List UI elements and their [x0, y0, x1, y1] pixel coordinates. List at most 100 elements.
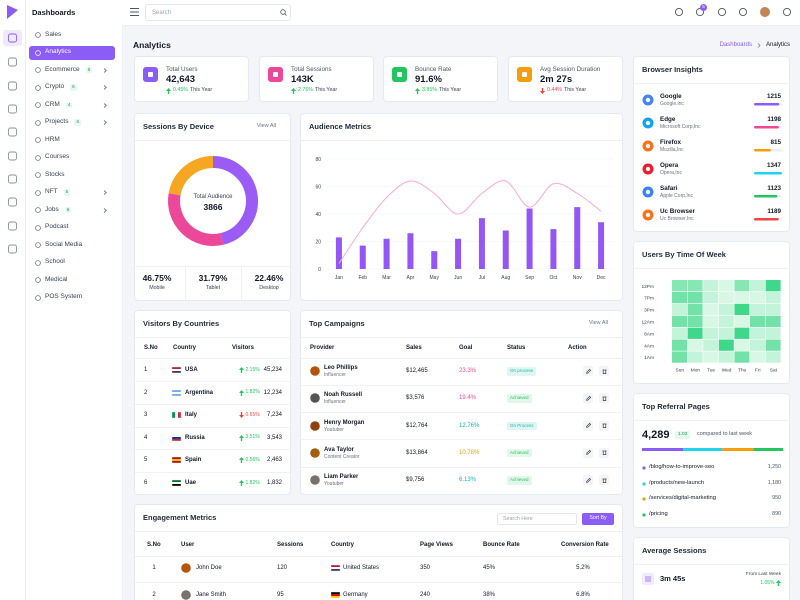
divider: [634, 420, 789, 421]
delete-button[interactable]: [599, 393, 609, 404]
nav-item[interactable]: School: [29, 256, 115, 270]
search-box[interactable]: Search: [145, 4, 291, 21]
nav-item[interactable]: POS System: [29, 291, 115, 305]
flag-border: [171, 457, 182, 464]
search-icon-handle: [284, 13, 287, 16]
nav-item[interactable]: NFT 5: [29, 186, 115, 200]
browser-icon: [642, 209, 654, 221]
column-label: Sun: [676, 367, 685, 373]
flag-border: [330, 564, 341, 572]
nav-icon-shape: [35, 84, 41, 91]
legend-divider: [241, 266, 242, 300]
row-number: 4: [144, 434, 148, 441]
heat-cell: [750, 291, 765, 304]
nav-label: School: [45, 258, 65, 266]
edit-button[interactable]: [583, 475, 593, 486]
browser-name: Firefox: [660, 139, 681, 146]
browser-bar: [754, 218, 782, 221]
nav-item[interactable]: Sales: [29, 28, 115, 42]
stat-change: 0.44%: [547, 87, 563, 94]
provider-name: Ava Taylor: [324, 446, 355, 453]
edit-button[interactable]: [583, 420, 593, 431]
trend-arrow: [239, 412, 244, 419]
nav-icon: [35, 137, 41, 143]
browser-icon: [642, 117, 654, 129]
nav-item[interactable]: Stocks: [29, 168, 115, 182]
sort-button[interactable]: Sort By: [582, 513, 614, 525]
stat-icon: [268, 67, 283, 82]
flag-stripe: [172, 389, 181, 392]
nav-icon: [35, 224, 41, 231]
column-label: Tue: [707, 367, 715, 373]
country: United States: [343, 565, 380, 571]
column-label: Sat: [770, 367, 778, 373]
trend-arrow: [415, 88, 420, 94]
action-icon-path: [602, 451, 606, 456]
bar: [335, 237, 342, 269]
nav-icon-shape: [35, 207, 41, 213]
browser-name: Edge: [660, 116, 676, 123]
delete-button[interactable]: [599, 475, 609, 486]
flag-stripe: [172, 438, 181, 441]
nav-item[interactable]: Social Media: [29, 238, 115, 252]
donut-center-label: Total Audience: [193, 194, 233, 200]
nav-item[interactable]: Medical: [29, 273, 115, 287]
bar: [598, 222, 605, 269]
nav-item[interactable]: Projects 6: [29, 116, 115, 130]
action-icon: [602, 369, 606, 374]
avatar-shape: [181, 563, 191, 573]
chevron: [103, 207, 107, 213]
nav-label: NFT: [45, 188, 58, 196]
action-icon-path: [585, 450, 591, 456]
row-divider: [135, 403, 290, 405]
stat-period: This Year: [564, 87, 587, 94]
flag-stripe: [172, 461, 181, 464]
bar: [359, 245, 366, 269]
referral-value: 1,250: [767, 464, 781, 470]
rail-icon: [8, 244, 17, 254]
flag-stripe: [172, 482, 181, 484]
nav-item[interactable]: Analytics: [29, 45, 115, 60]
nav-item[interactable]: CRM 4: [29, 98, 115, 112]
row-label: 7Pm: [644, 296, 654, 302]
row-number: 2: [152, 591, 156, 598]
action-icon-path: [585, 395, 591, 401]
avg-change-value: 1.05%: [760, 579, 775, 586]
stat-change-row: 3.85% This Year: [415, 88, 461, 94]
edit-button[interactable]: [583, 447, 593, 458]
header-icon: [674, 7, 684, 17]
x-tick-label: Nov: [573, 275, 582, 281]
column-label: Fri: [755, 367, 761, 373]
nav-item[interactable]: Podcast: [29, 221, 115, 235]
avatar: [181, 563, 191, 573]
browser-company: Uc Browser,Inc: [660, 216, 694, 222]
visitor-count: 45,234: [263, 367, 282, 373]
nav-item[interactable]: Jobs 6: [29, 203, 115, 217]
row-divider: [301, 384, 622, 386]
row-divider: [135, 381, 290, 383]
delete-button[interactable]: [599, 447, 609, 458]
divider: [634, 83, 789, 84]
search-input[interactable]: Search Here: [497, 513, 577, 525]
nav-icon: [35, 207, 41, 213]
breadcrumb-link[interactable]: Dashboards: [719, 42, 752, 48]
nav-item[interactable]: HRM: [29, 133, 115, 147]
nav-label: Jobs: [45, 205, 59, 213]
rail-icon: [8, 174, 17, 184]
delete-button[interactable]: [599, 420, 609, 431]
nav-item[interactable]: Crypto 6: [29, 81, 115, 95]
x-tick-label: Jun: [454, 275, 462, 281]
heat-cell: [672, 339, 687, 351]
legend-dot-shape: [642, 497, 646, 501]
status-badge: Achieved: [507, 448, 532, 458]
referral-value: 950: [772, 495, 781, 502]
nav-item[interactable]: Courses: [29, 151, 115, 165]
edit-button[interactable]: [583, 393, 593, 404]
status-badge: On Process: [507, 421, 537, 431]
campaigns-card: Top Campaigns View All Provider Sales Goal St…: [300, 310, 623, 495]
edit-button[interactable]: [583, 366, 593, 376]
sales: $12,465: [406, 368, 428, 374]
nav-item[interactable]: Ecommerce 8: [29, 63, 115, 77]
nav-badge: 8: [85, 66, 93, 74]
delete-button[interactable]: [599, 366, 609, 376]
